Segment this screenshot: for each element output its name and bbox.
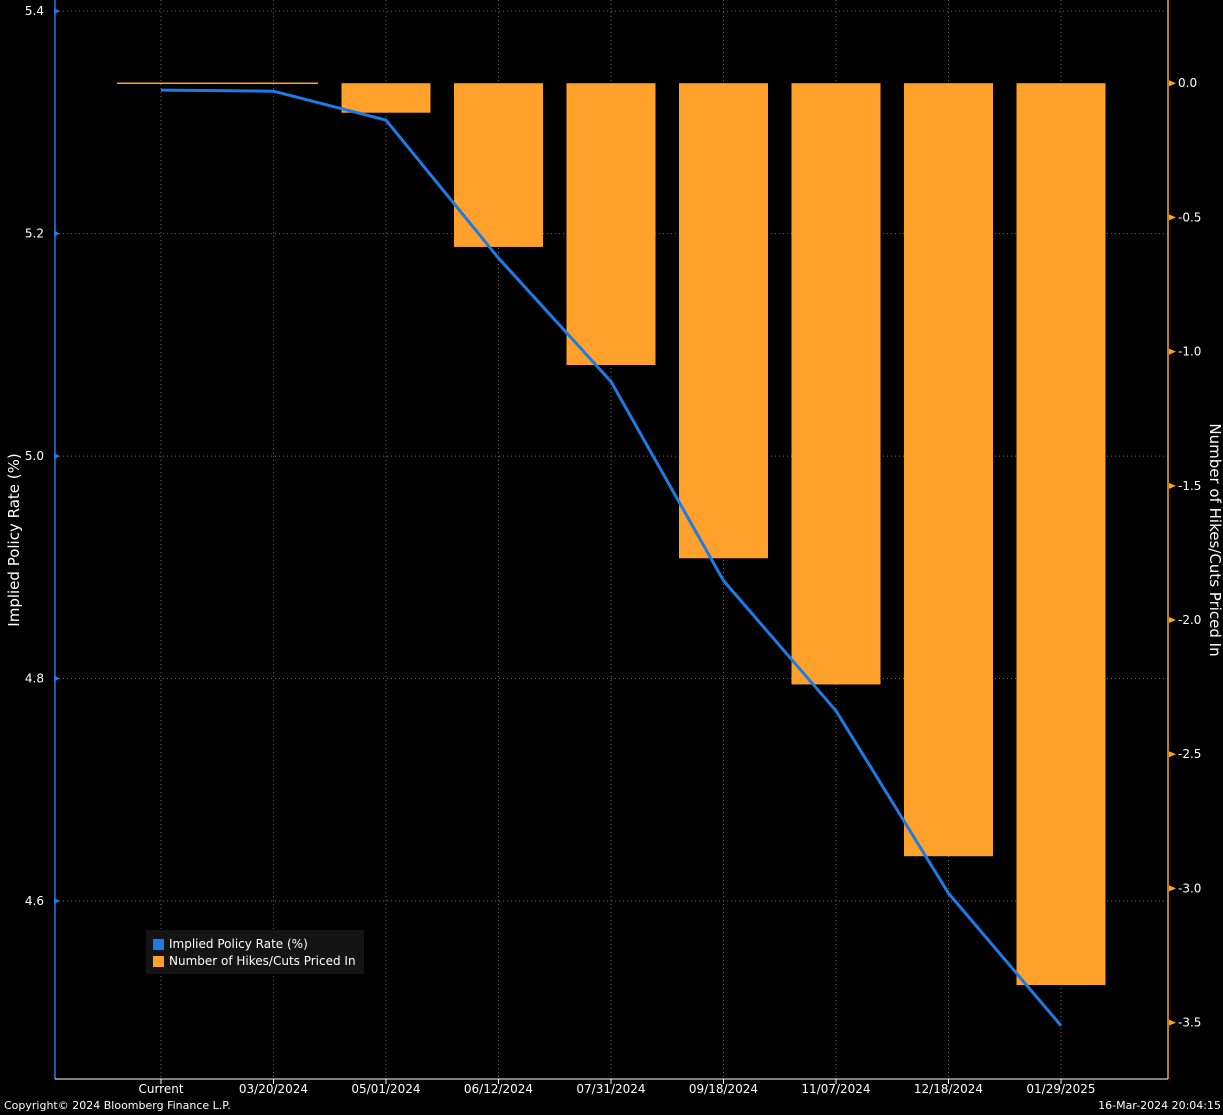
x-tick-label: 01/29/2025 (1026, 1082, 1095, 1096)
left-tick-mark (54, 675, 60, 682)
x-tick-label: 11/07/2024 (801, 1082, 870, 1096)
left-axis-title: Implied Policy Rate (%) (5, 453, 23, 626)
legend-swatch-blue (153, 939, 164, 950)
right-tick-label: -0.5 (1178, 210, 1201, 224)
x-tick-label: 03/20/2024 (239, 1082, 308, 1096)
right-tick-label: -1.5 (1178, 479, 1201, 493)
left-tick-mark (54, 230, 60, 237)
left-tick-label: 5.2 (25, 227, 44, 241)
left-tick-label: 4.8 (25, 672, 44, 686)
legend-label-bar: Number of Hikes/Cuts Priced In (169, 954, 356, 968)
x-tick-label: 07/31/2024 (576, 1082, 645, 1096)
line-series (160, 88, 1063, 1027)
legend-item-bar: Number of Hikes/Cuts Priced In (153, 953, 356, 970)
x-tick-label: 12/18/2024 (914, 1082, 983, 1096)
legend-label-line: Implied Policy Rate (%) (169, 937, 308, 951)
legend-swatch-orange (153, 956, 164, 967)
right-tick-label: -2.0 (1178, 613, 1201, 627)
right-tick-label: -3.0 (1178, 881, 1201, 895)
left-tick-label: 5.0 (25, 449, 44, 463)
bar (454, 83, 543, 247)
left-tick-mark (54, 8, 60, 15)
right-axis-title: Number of Hikes/Cuts Priced In (1206, 423, 1223, 656)
right-tick-mark (1169, 80, 1176, 87)
timestamp-text: 16-Mar-2024 20:04:15 (1098, 1099, 1221, 1112)
bar (341, 83, 431, 113)
right-tick-mark (1169, 751, 1176, 758)
right-tick-label: 0.0 (1178, 76, 1197, 90)
left-tick-label: 5.4 (25, 4, 44, 18)
bar (904, 83, 993, 857)
x-tick-label: 05/01/2024 (351, 1082, 420, 1096)
x-tick-label: Current (138, 1082, 183, 1096)
bar (566, 83, 656, 366)
right-tick-mark (1169, 482, 1176, 489)
chart-legend: Implied Policy Rate (%) Number of Hikes/… (146, 930, 364, 974)
series-line (160, 88, 1063, 1027)
left-tick-mark (54, 453, 60, 460)
bar (791, 83, 881, 685)
axes (54, 0, 1176, 1084)
x-tick-label: 09/18/2024 (689, 1082, 758, 1096)
left-tick-label: 4.6 (25, 894, 44, 908)
right-tick-mark (1169, 214, 1176, 221)
right-tick-label: -1.0 (1178, 345, 1201, 359)
legend-item-line: Implied Policy Rate (%) (153, 936, 356, 953)
right-tick-mark (1169, 1019, 1176, 1026)
right-tick-label: -2.5 (1178, 747, 1201, 761)
right-tick-mark (1169, 617, 1176, 624)
x-axis-tick-labels: Current 03/20/2024 05/01/2024 06/12/2024 07/… (138, 1082, 1095, 1096)
bar-series (117, 82, 1106, 986)
right-axis-tick-labels: 0.0 -0.5 -1.0 -1.5 -2.0 -2.5 -3.0 -3.5 (1178, 76, 1201, 1029)
left-axis-tick-labels: 5.4 5.2 5.0 4.8 4.6 (25, 4, 44, 908)
bar (1016, 83, 1106, 986)
x-tick-label: 06/12/2024 (464, 1082, 533, 1096)
copyright-text: Copyright© 2024 Bloomberg Finance L.P. (4, 1099, 231, 1112)
left-tick-mark (54, 898, 60, 905)
right-tick-label: -3.5 (1178, 1016, 1201, 1030)
bar (679, 83, 768, 559)
right-tick-mark (1169, 885, 1176, 892)
right-tick-mark (1169, 348, 1176, 355)
